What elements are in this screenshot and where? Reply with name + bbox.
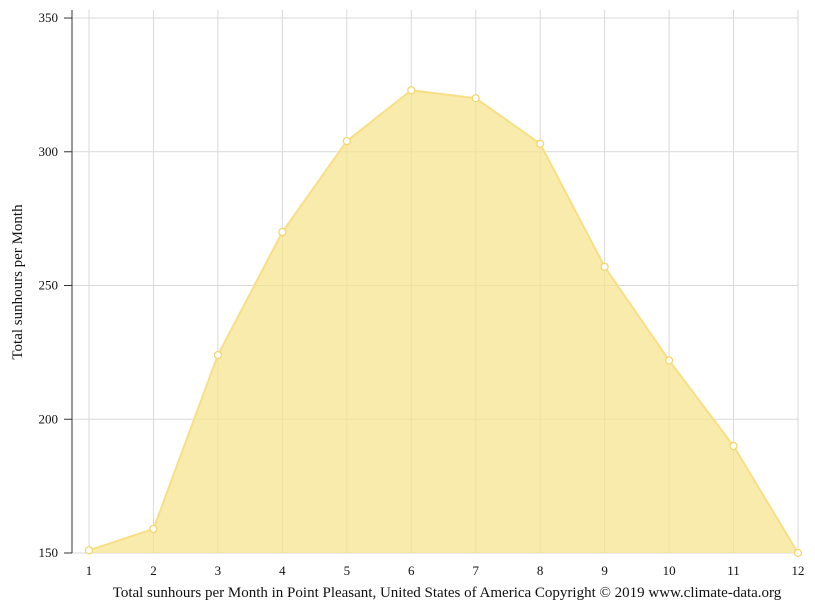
data-point-8 <box>536 139 545 148</box>
x-tick-label-8: 8 <box>537 563 544 578</box>
data-point-10 <box>664 356 674 365</box>
x-tick-label-1: 1 <box>86 563 93 578</box>
data-point-5 <box>342 136 351 146</box>
sunhours-line <box>88 89 799 554</box>
data-point-4 <box>278 227 287 237</box>
x-tick-label-6: 6 <box>408 563 415 578</box>
data-points <box>84 86 803 558</box>
data-point-6 <box>407 86 416 95</box>
data-point-9 <box>600 262 609 271</box>
sunhours-area <box>89 90 798 553</box>
x-tick-label-5: 5 <box>344 563 351 578</box>
x-tick-label-12: 12 <box>792 563 805 578</box>
x-tick-label-7: 7 <box>472 563 479 578</box>
y-tick-label-150: 150 <box>39 545 59 560</box>
y-axis-title: Total sunhours per Month <box>10 204 26 360</box>
data-point-11 <box>729 441 738 451</box>
data-point-12 <box>793 548 803 558</box>
y-tick-label-350: 350 <box>39 10 59 25</box>
x-tick-label-10: 10 <box>663 563 676 578</box>
y-tick-label-300: 300 <box>39 144 59 159</box>
data-point-3 <box>213 350 223 360</box>
x-tick-label-3: 3 <box>215 563 222 578</box>
chart-caption: Total sunhours per Month in Point Pleasa… <box>113 585 782 601</box>
area-layer <box>88 89 799 554</box>
x-tick-label-11: 11 <box>727 563 740 578</box>
data-point-2 <box>149 524 158 534</box>
y-tick-label-200: 200 <box>39 411 59 426</box>
data-point-7 <box>471 94 480 103</box>
x-tick-label-2: 2 <box>150 563 157 578</box>
x-tick-label-9: 9 <box>601 563 608 578</box>
y-tick-label-250: 250 <box>39 278 59 293</box>
x-tick-label-4: 4 <box>279 563 286 578</box>
data-point-1 <box>84 546 94 555</box>
